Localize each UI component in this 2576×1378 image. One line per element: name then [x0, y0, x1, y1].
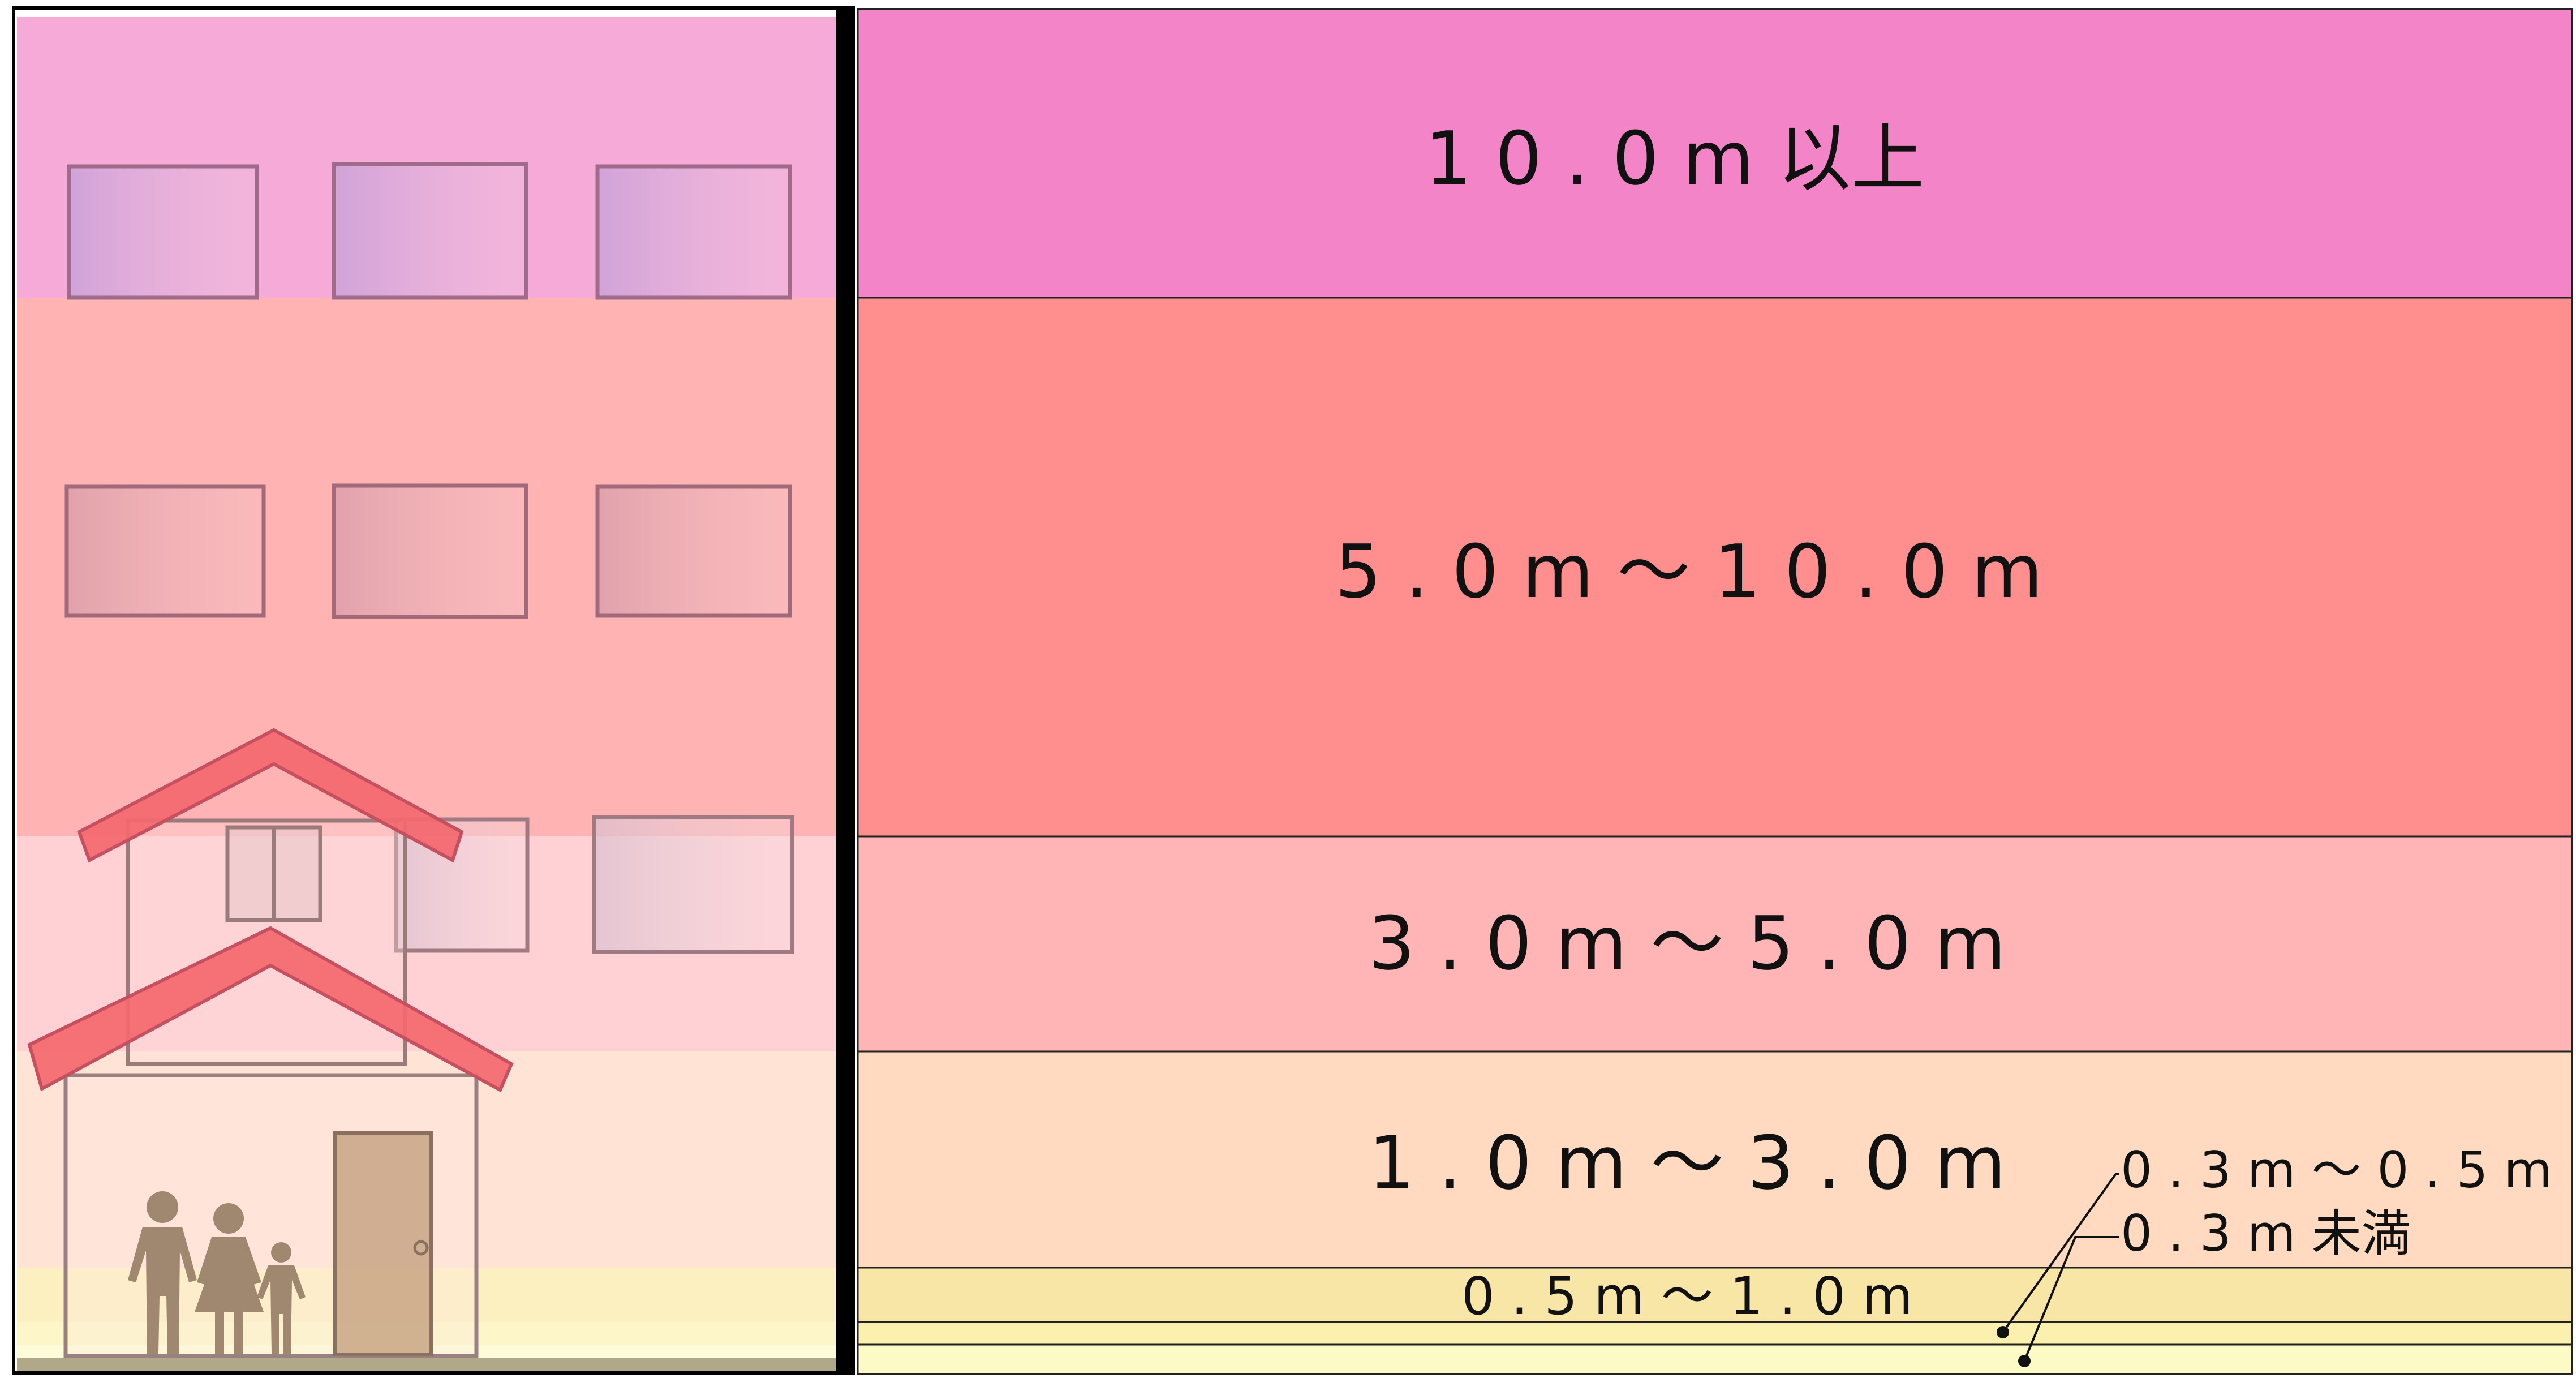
label-0.5-1m: 0 . 5 m ～ 1 . 0 m — [1461, 1266, 1913, 1327]
window — [67, 164, 259, 300]
apartment-building-icon — [12, 6, 855, 1375]
father-head — [147, 1191, 178, 1223]
mother-head — [213, 1203, 244, 1234]
label-10m-plus: 1 0 . 0 m 以上 — [1425, 115, 1925, 201]
family-icon — [128, 1191, 306, 1354]
child-head — [271, 1242, 291, 1263]
label-5-10m: 5 . 0 m ～ 1 0 . 0 m — [1335, 529, 2042, 615]
window — [332, 162, 528, 300]
back-house-roof — [77, 728, 464, 863]
band-under-0.3m — [857, 1343, 2573, 1375]
window — [595, 164, 792, 300]
mother-body — [195, 1237, 264, 1354]
band-labels: 1 0 . 0 m 以上 5 . 0 m ～ 1 0 . 0 m 3 . 0 m… — [1335, 115, 2552, 1327]
window — [592, 815, 794, 954]
leader-under-0.3m — [2023, 1236, 2119, 1362]
leader-0.3-0.5m — [2002, 1173, 2119, 1333]
child-body — [257, 1265, 306, 1354]
band-5-10m — [857, 297, 2573, 838]
window — [595, 484, 792, 618]
band-10m-plus — [857, 8, 2573, 299]
leader-dot-under-0.3m — [2018, 1355, 2031, 1367]
band-1-3m — [857, 1050, 2573, 1269]
leader-lines — [1997, 1173, 2119, 1367]
building-right-wall — [836, 6, 855, 1375]
leader-dot-0.3-0.5m — [1997, 1326, 2009, 1338]
label-0.3-0.5m: 0 . 3 m ～ 0 . 5 m — [2121, 1141, 2552, 1199]
father-body — [128, 1227, 197, 1354]
window — [332, 483, 528, 619]
label-3-5m: 3 . 0 m ～ 5 . 0 m — [1368, 900, 2006, 986]
front-house-roof — [27, 926, 514, 1093]
band-0.3-0.5m — [857, 1321, 2573, 1346]
label-under-0.3m: 0 . 3 m 未満 — [2121, 1204, 2411, 1263]
window — [64, 484, 266, 618]
house-icon — [27, 728, 514, 1358]
depth-bands — [857, 8, 2573, 1375]
band-3-5m — [857, 835, 2573, 1053]
door-knob — [413, 1240, 429, 1256]
label-1-3m: 1 . 0 m ～ 3 . 0 m — [1368, 1120, 2006, 1206]
